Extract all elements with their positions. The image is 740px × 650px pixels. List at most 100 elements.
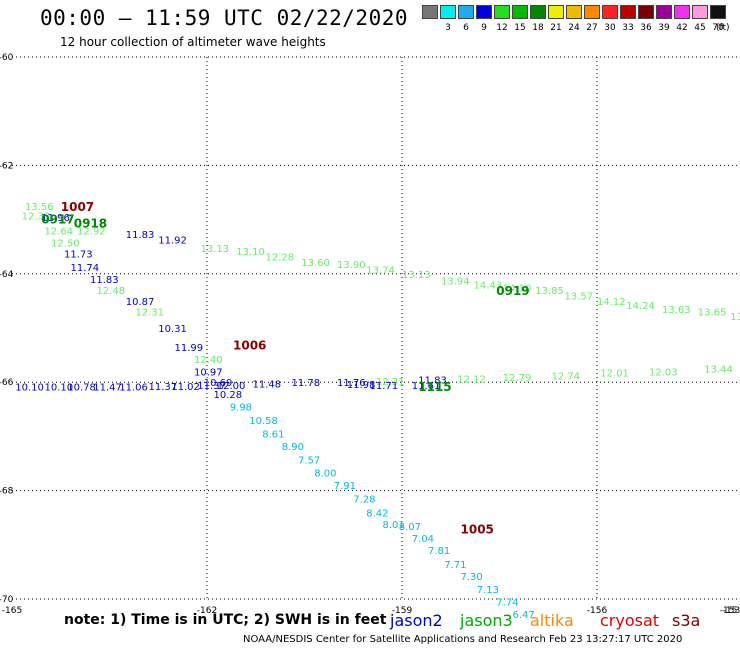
legend-swatch <box>458 5 474 19</box>
satellite-name: cryosat <box>600 611 660 630</box>
time-label: 1005 <box>461 523 494 537</box>
legend-swatch <box>476 5 492 19</box>
data-point-label: 7.71 <box>444 560 466 571</box>
legend-swatch-label: 45 <box>694 23 706 33</box>
data-point-label: 12.00 <box>217 381 246 392</box>
data-point-label: 13.63 <box>662 305 691 316</box>
data-point-label: 12.50 <box>51 238 80 249</box>
time-label: 0917 <box>41 213 74 227</box>
satellite-name: jason2 <box>390 611 443 630</box>
data-point-label: 10.58 <box>249 416 278 427</box>
data-point-label: 13.10 <box>236 247 265 258</box>
legend-swatch-label: 30 <box>604 23 616 33</box>
data-point-label: 14.10 <box>503 283 532 294</box>
data-point-label: 12.12 <box>457 374 486 385</box>
data-point-label: 13.13 <box>201 244 230 255</box>
data-point-label: 11.83 <box>418 375 447 386</box>
legend-swatch <box>710 5 726 19</box>
legend-swatch <box>620 5 636 19</box>
data-point-label: 8.01 <box>383 520 405 531</box>
data-point-label: 11.96 <box>41 213 70 224</box>
time-label: 0919 <box>496 284 529 298</box>
satellite-name: altika <box>530 611 574 630</box>
data-point-label: 12.74 <box>552 372 581 383</box>
data-point-label: 13.64 <box>730 312 740 323</box>
data-point-label: 14.24 <box>626 301 655 312</box>
data-point-label: 8.42 <box>366 508 388 519</box>
data-point-label: 8.00 <box>314 469 336 480</box>
chart-axes: -165 -162 -159 -156 -153-15 -60 -62 -64 -66 -68 -7… <box>0 53 740 616</box>
data-point-label: 14.43 <box>474 281 503 292</box>
y-tick-label: -64 <box>0 270 14 280</box>
time-label: 0918 <box>74 216 107 230</box>
satellite-name: jason3 <box>460 611 513 630</box>
data-point-label: 12.28 <box>266 252 295 263</box>
legend-swatch-label: 18 <box>532 23 544 33</box>
legend-swatch <box>548 5 564 19</box>
data-point-label: 10.69 <box>204 378 233 389</box>
legend-swatch-label: 15 <box>514 23 526 33</box>
legend-swatch-label: 27 <box>586 23 598 33</box>
data-point-label: 11.71 <box>370 381 399 392</box>
data-point-label: 13.44 <box>704 365 733 376</box>
data-point-label: 11.98 <box>347 380 376 391</box>
data-point-label: 12.33 <box>22 211 51 222</box>
data-point-label: 12.92 <box>77 226 106 237</box>
data-point-label: 13.74 <box>366 265 395 276</box>
legend-swatch-label: 6 <box>463 23 469 33</box>
data-point-label: 7.04 <box>412 534 434 545</box>
data-point-label: 11.37 <box>197 381 226 392</box>
x-tick-label: -165 <box>2 606 22 616</box>
data-point-label: 8.90 <box>282 442 304 453</box>
satellite-name: s3a <box>672 611 701 630</box>
footer-credit: NOAA/NESDIS Center for Satellite Applica… <box>243 634 683 645</box>
legend-swatch <box>638 5 654 19</box>
x-tick-label: -162 <box>197 606 217 616</box>
legend-swatch <box>674 5 690 19</box>
data-point-label: 12.79 <box>503 373 532 384</box>
chart-grid <box>12 56 740 600</box>
legend-swatch <box>566 5 582 19</box>
x-tick-label: -156 <box>587 606 608 616</box>
data-point-label: 10.78 <box>67 383 96 394</box>
x-tick-label: -153 <box>720 606 740 616</box>
chart-subtitle: 12 hour collection of altimeter wave hei… <box>60 35 326 49</box>
legend-swatch-label: 9 <box>481 23 487 33</box>
legend-swatch <box>602 5 618 19</box>
legend-swatch-label: 70 <box>712 23 724 33</box>
legend-swatch <box>494 5 510 19</box>
data-point-label: 8.07 <box>399 522 421 533</box>
data-point-label: 10.28 <box>214 390 243 401</box>
data-point-label: 10.10 <box>45 383 74 394</box>
data-point-label: 7.81 <box>428 546 450 557</box>
x-tick-label: -159 <box>392 606 413 616</box>
data-point-label: 13.60 <box>301 258 330 269</box>
legend-swatch-label: 24 <box>568 23 580 33</box>
data-point-label: 13.13 <box>402 270 431 281</box>
legend-swatch <box>530 5 546 19</box>
data-point-label: 11.74 <box>71 263 100 274</box>
data-point-label: 11.06 <box>119 383 148 394</box>
chart-title: 00:00 – 11:59 UTC 02/22/2020 <box>40 6 409 30</box>
legend-swatch-label: 12 <box>496 23 508 33</box>
data-point-label: 7.57 <box>298 456 320 467</box>
data-point-label: 12.01 <box>600 368 629 379</box>
y-tick-label: -68 <box>0 487 14 497</box>
data-point-label: 11.83 <box>90 275 119 286</box>
data-point-label: 14.12 <box>597 297 626 308</box>
data-point-label: 11.99 <box>175 343 204 354</box>
data-point-label: 7.91 <box>334 481 356 492</box>
time-label: 1007 <box>61 200 94 214</box>
legend-swatch <box>512 5 528 19</box>
legend-swatch-label: 33 <box>622 23 634 33</box>
time-label: 1006 <box>233 338 266 352</box>
data-point-label: 10.97 <box>194 367 223 378</box>
legend-swatch <box>692 5 708 19</box>
data-point-label: 9.98 <box>230 403 252 414</box>
data-point-label: 11.61 <box>412 381 441 392</box>
data-point-label: 13.90 <box>337 260 366 271</box>
data-point-label: 12.31 <box>376 377 405 388</box>
data-point-label: 13.65 <box>698 308 727 319</box>
